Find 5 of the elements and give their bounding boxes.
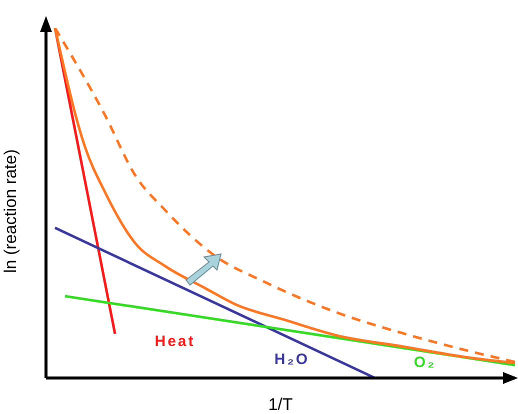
x-axis-title: 1/T bbox=[268, 395, 293, 414]
text: Heat bbox=[154, 333, 196, 350]
series-label: H₂O bbox=[274, 351, 310, 368]
y-axis-title: ln (reaction rate) bbox=[1, 149, 20, 273]
series-label: O₂ bbox=[414, 354, 436, 371]
